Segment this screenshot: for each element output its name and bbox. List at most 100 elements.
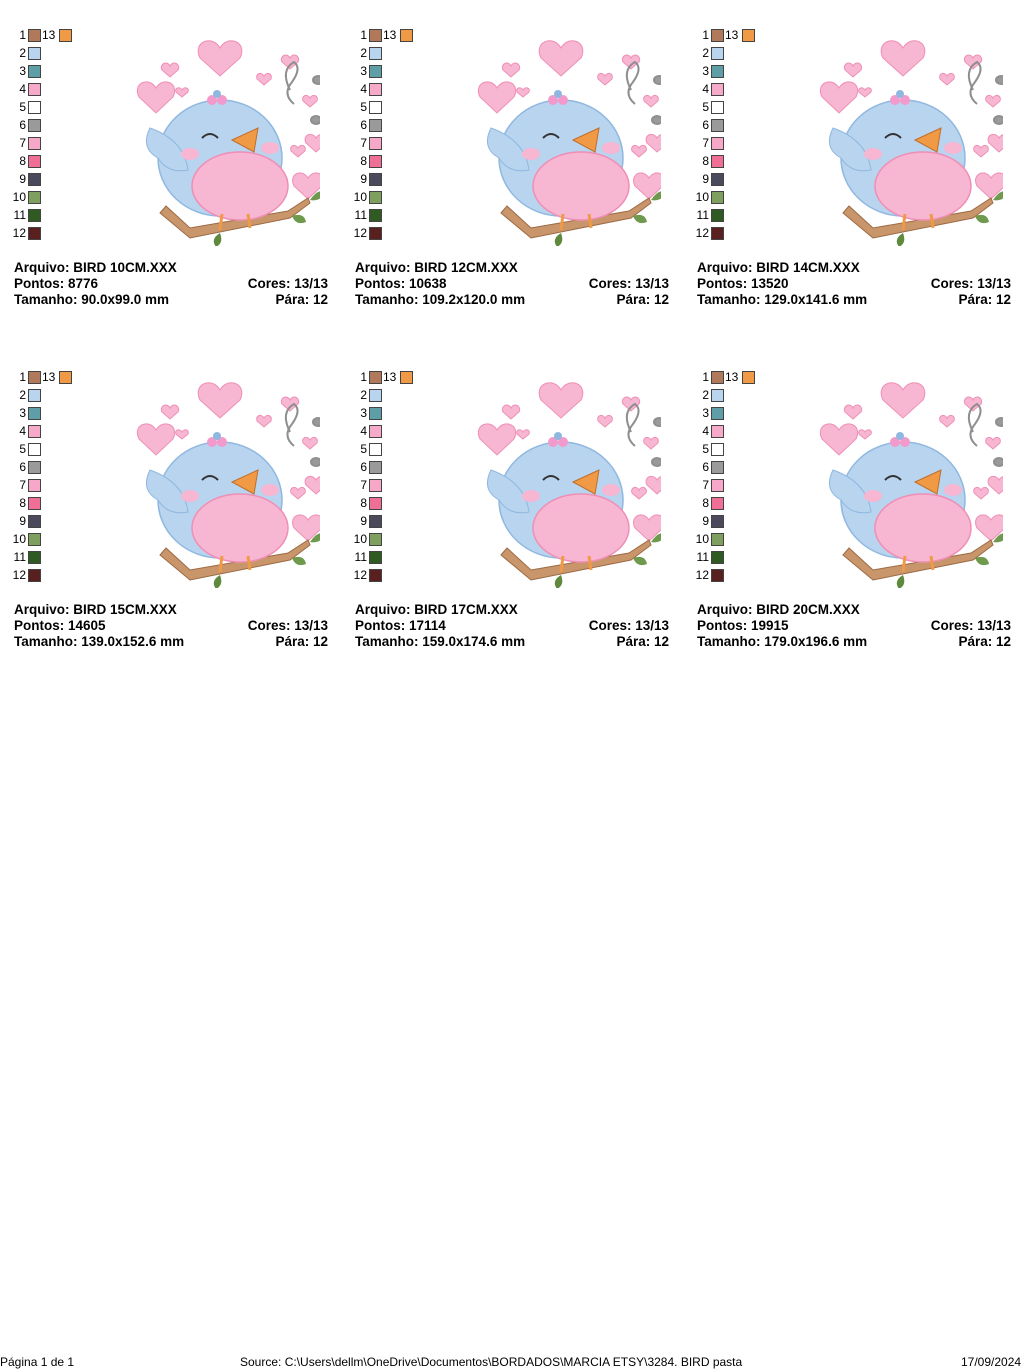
color-swatch xyxy=(28,173,41,186)
color-swatch xyxy=(369,155,382,168)
palette-number: 7 xyxy=(360,478,367,492)
color-swatch xyxy=(59,371,72,384)
color-swatch xyxy=(711,209,724,222)
palette-number: 6 xyxy=(19,460,26,474)
palette-number: 11 xyxy=(13,208,26,222)
color-swatch xyxy=(369,407,382,420)
stitch-count: Pontos: 13520 xyxy=(697,276,789,291)
color-count: Cores: 13/13 xyxy=(930,618,1011,633)
palette-number: 12 xyxy=(695,568,709,582)
design-info: Arquivo: BIRD 20CM.XXX Pontos: 19915 Cores… xyxy=(697,602,1011,650)
color-swatch xyxy=(711,137,724,150)
palette-number: 3 xyxy=(702,406,709,420)
color-swatch xyxy=(28,119,41,132)
color-swatch xyxy=(711,443,724,456)
palette-number: 8 xyxy=(702,496,709,510)
design-card: 1 2 3 4 5 6 7 8 9 10 11 12 13 xyxy=(13,28,334,328)
color-swatch xyxy=(369,227,382,240)
palette-number: 11 xyxy=(696,550,709,564)
color-swatch xyxy=(369,191,382,204)
color-swatch xyxy=(28,479,41,492)
palette-number: 6 xyxy=(360,460,367,474)
color-swatch xyxy=(28,407,41,420)
palette-number: 1 xyxy=(702,370,709,384)
color-swatch xyxy=(400,29,413,42)
color-swatch xyxy=(711,389,724,402)
color-swatch xyxy=(369,551,382,564)
palette-number: 11 xyxy=(354,208,367,222)
color-swatch xyxy=(28,443,41,456)
color-swatch xyxy=(369,209,382,222)
palette-number: 6 xyxy=(702,118,709,132)
color-swatch xyxy=(28,515,41,528)
palette-number: 7 xyxy=(19,478,26,492)
stop-count: Pára: 12 xyxy=(958,292,1011,307)
palette-number: 8 xyxy=(360,154,367,168)
bird-body xyxy=(486,90,630,231)
palette-number: 6 xyxy=(702,460,709,474)
color-swatch xyxy=(28,569,41,582)
palette-number: 2 xyxy=(19,46,26,60)
color-swatch xyxy=(369,101,382,114)
palette-number: 1 xyxy=(19,370,26,384)
bird-body xyxy=(486,432,630,573)
color-swatch xyxy=(711,155,724,168)
design-card: 1 2 3 4 5 6 7 8 9 10 11 12 13 xyxy=(696,370,1017,670)
color-swatch xyxy=(711,227,724,240)
color-swatch xyxy=(369,425,382,438)
stop-count: Pára: 12 xyxy=(275,634,328,649)
embroidery-preview xyxy=(461,370,669,589)
footer-date: 17/09/2024 xyxy=(961,1355,1022,1369)
design-size: Tamanho: 179.0x196.6 mm xyxy=(697,634,868,649)
palette-number: 10 xyxy=(12,532,26,546)
branch xyxy=(159,533,326,589)
embroidery-preview xyxy=(461,28,669,247)
color-swatch xyxy=(28,425,41,438)
palette-number: 7 xyxy=(19,136,26,150)
palette-number: 5 xyxy=(702,100,709,114)
palette-number: 8 xyxy=(702,154,709,168)
design-card: 1 2 3 4 5 6 7 8 9 10 11 12 13 xyxy=(354,370,675,670)
palette-number: 8 xyxy=(19,154,26,168)
color-swatch xyxy=(711,407,724,420)
bird-body xyxy=(828,432,972,573)
palette-number: 9 xyxy=(19,172,26,186)
color-swatch xyxy=(28,497,41,510)
color-swatch xyxy=(369,83,382,96)
palette-number: 1 xyxy=(702,28,709,42)
palette-number: 1 xyxy=(19,28,26,42)
color-swatch xyxy=(711,83,724,96)
palette-number: 10 xyxy=(695,532,709,546)
palette-number: 4 xyxy=(19,424,26,438)
bird-body xyxy=(145,90,289,231)
design-size: Tamanho: 90.0x99.0 mm xyxy=(14,292,170,307)
palette-number: 7 xyxy=(702,136,709,150)
color-swatch xyxy=(711,119,724,132)
file-name: Arquivo: BIRD 17CM.XXX xyxy=(355,602,518,617)
color-swatch xyxy=(711,479,724,492)
color-swatch xyxy=(711,65,724,78)
palette-number: 1 xyxy=(360,370,367,384)
design-info: Arquivo: BIRD 10CM.XXX Pontos: 8776 Cores:… xyxy=(14,260,328,308)
color-swatch xyxy=(369,443,382,456)
palette-number: 11 xyxy=(13,550,26,564)
color-swatch xyxy=(28,83,41,96)
palette-number: 5 xyxy=(19,442,26,456)
palette-number: 9 xyxy=(702,172,709,186)
palette-number: 12 xyxy=(353,568,367,582)
palette-number: 4 xyxy=(360,424,367,438)
embroidery-preview xyxy=(120,28,328,247)
design-info: Arquivo: BIRD 15CM.XXX Pontos: 14605 Cores… xyxy=(14,602,328,650)
palette-number: 5 xyxy=(360,100,367,114)
color-swatch xyxy=(711,191,724,204)
music-notes xyxy=(967,60,1007,125)
embroidery-preview xyxy=(803,28,1011,247)
stop-count: Pára: 12 xyxy=(616,634,669,649)
color-swatch xyxy=(28,209,41,222)
stitch-count: Pontos: 10638 xyxy=(355,276,447,291)
color-swatch xyxy=(369,461,382,474)
music-notes xyxy=(967,402,1007,467)
design-card: 1 2 3 4 5 6 7 8 9 10 11 12 13 xyxy=(354,28,675,328)
design-size: Tamanho: 139.0x152.6 mm xyxy=(14,634,185,649)
music-notes xyxy=(625,60,665,125)
